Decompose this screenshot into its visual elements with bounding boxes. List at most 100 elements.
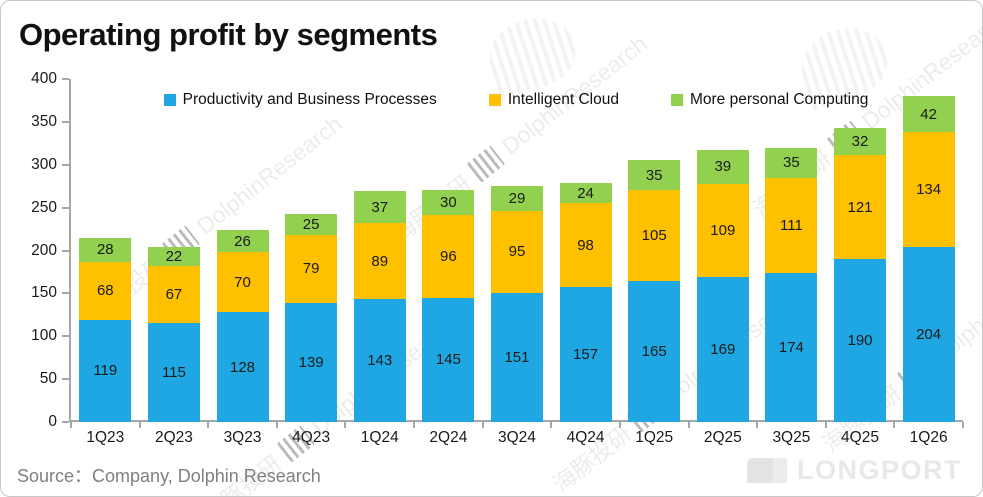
bar-segment: 121 [834,155,886,260]
bar-value-label: 119 [93,362,118,380]
bar-segment: 109 [696,183,749,278]
x-axis-tick [275,422,278,428]
x-axis-tick [138,422,141,428]
bar-segment: 32 [834,127,886,156]
bar-column: 25 79 139 [277,79,346,422]
y-axis-tick-label: 250 [31,198,57,216]
bar-segment: 68 [79,261,132,320]
x-axis-tick [962,422,964,428]
x-axis-label: 4Q24 [566,429,605,446]
y-axis-tick-label: 350 [31,112,57,130]
x-axis-label: 1Q24 [360,429,399,446]
longport-logo-icon [747,458,787,483]
bar-segment: 190 [834,259,886,422]
y-axis-tick [62,206,69,209]
bar-segment: 22 [147,247,200,266]
x-axis-tick [550,422,553,428]
legend-swatch-icon [670,94,683,106]
y-axis-tick [62,78,69,80]
x-axis-tick [481,422,484,428]
bar-column: 24 98 157 [551,79,620,422]
bar-value-label: 190 [847,332,873,350]
bar-value-label: 165 [641,342,667,360]
chart-title: Operating profit by segments [19,17,438,52]
x-axis-label: 1Q25 [635,429,674,446]
bar-value-label: 39 [714,158,732,176]
legend-label: Productivity and Business Processes [182,91,437,108]
legend-label: Intelligent Cloud [507,91,619,108]
bar-value-label: 174 [778,338,804,356]
bar-value-label: 89 [371,252,389,270]
bar-column: 42 134 204 [894,79,963,422]
bar-value-label: 37 [371,198,389,216]
x-axis-tick [618,422,621,428]
bar-value-label: 30 [440,194,457,211]
x-axis-tick [756,422,759,428]
source-text: Source：Company, Dolphin Research [17,466,321,486]
x-axis-label: 3Q25 [772,429,811,446]
bar-value-label: 42 [920,105,937,123]
bar-value-label: 105 [641,227,667,244]
longport-brand-watermark: LONGPORT [747,455,962,486]
x-axis-tick [207,422,210,428]
bar-segment: 70 [216,252,269,313]
bar-segment: 165 [628,280,681,422]
legend-swatch-icon [488,94,501,106]
legend-label: More personal Computing [689,91,869,108]
bar-segment: 139 [285,302,338,422]
bar-value-label: 79 [302,260,320,278]
bar-value-label: 95 [508,243,526,261]
legend-item: Intelligent Cloud [488,91,619,109]
bar-value-label: 26 [234,232,251,250]
bar-segment: 115 [147,323,200,422]
bar-segment: 42 [902,96,955,133]
y-axis-tick-label: 150 [31,284,57,302]
bar-value-label: 29 [508,190,526,208]
bar-series-container: 28 68 119 22 67 115 26 70 128 25 79 139 37 89 143 30 96 1… [71,79,963,422]
legend-item: More personal Computing [670,91,869,109]
y-axis-tick-label: 50 [39,370,57,388]
bar-column: 29 95 151 [483,79,552,422]
bar-value-label: 68 [96,282,114,300]
x-axis-labels: 1Q23 2Q23 3Q23 4Q23 1Q24 2Q24 3Q24 4Q24 1Q25 2Q25… [71,429,963,447]
y-axis-tick-label: 0 [48,413,57,430]
x-axis-label: 3Q24 [498,429,536,446]
bar-value-label: 157 [573,346,599,364]
y-axis-tick-label: 200 [31,241,57,259]
bar-value-label: 143 [367,352,393,370]
bar-value-label: 121 [847,198,873,216]
bar-segment: 145 [422,297,475,422]
y-axis-tick [62,120,69,123]
bar-segment: 204 [902,247,955,422]
bar-value-label: 139 [298,353,324,371]
bar-segment: 37 [353,191,406,224]
bar-value-label: 151 [504,348,530,366]
bar-value-label: 98 [577,236,594,254]
bar-column: 37 89 143 [345,79,414,422]
bar-value-label: 32 [851,133,869,151]
bar-segment: 143 [353,299,406,422]
bar-segment: 95 [490,211,543,293]
bar-value-label: 204 [916,326,942,344]
bar-column: 28 68 119 [71,79,140,422]
bar-segment: 35 [628,160,681,191]
bar-segment: 119 [79,319,132,422]
bar-segment: 96 [422,215,475,298]
y-axis-tick [62,163,69,166]
bar-value-label: 35 [645,166,663,184]
x-axis-label: 1Q26 [909,429,948,446]
x-axis-label: 2Q25 [703,429,742,446]
x-axis-label: 4Q25 [841,429,879,446]
bar-column: 26 70 128 [208,79,277,422]
bar-value-label: 28 [96,241,114,259]
x-axis-label: 1Q23 [86,429,125,446]
x-axis-label: 4Q23 [292,429,331,446]
bar-column: 39 109 169 [688,79,757,422]
bar-column: 32 121 190 [826,79,895,422]
bar-value-label: 169 [710,341,736,359]
bar-segment: 39 [696,150,749,184]
chart-legend: Productivity and Business Processes Intel… [69,91,963,109]
bar-value-label: 134 [916,181,942,199]
x-axis-label: 2Q24 [429,429,468,446]
